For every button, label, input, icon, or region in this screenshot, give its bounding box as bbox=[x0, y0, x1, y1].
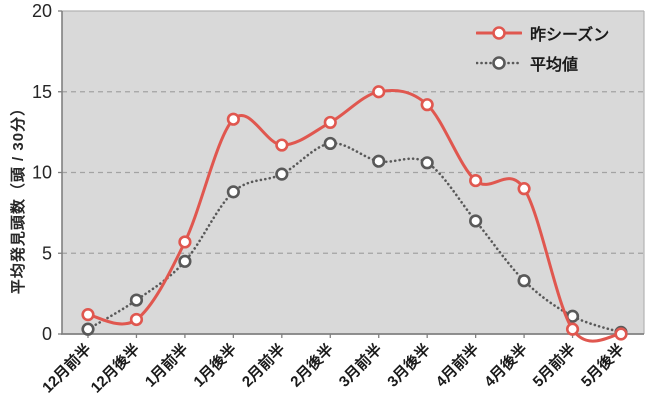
y-axis-title: 平均発見頭数（頭 / 30分） bbox=[10, 99, 27, 295]
x-tick-label: 2月前半 bbox=[238, 340, 288, 390]
legend-line-sample-last-season bbox=[476, 26, 522, 40]
x-tick-label: 5月後半 bbox=[577, 340, 627, 390]
series-marker-average bbox=[517, 274, 531, 288]
x-tick-label: 4月前半 bbox=[432, 340, 482, 390]
series-marker-last-season bbox=[517, 182, 531, 196]
series-marker-last-season bbox=[469, 173, 483, 188]
series-marker-last-season bbox=[372, 85, 386, 99]
x-tick-label: 1月後半 bbox=[190, 340, 240, 390]
series-marker-average bbox=[275, 167, 289, 181]
legend: 昨シーズン 平均値 bbox=[476, 18, 636, 78]
x-tick-label: 3月後半 bbox=[384, 340, 434, 390]
legend-line-sample-average bbox=[476, 56, 522, 70]
legend-label-last-season: 昨シーズン bbox=[530, 27, 610, 44]
legend-item-last-season: 昨シーズン bbox=[476, 18, 636, 48]
series-marker-last-season bbox=[614, 327, 628, 341]
series-marker-last-season bbox=[420, 98, 434, 112]
series-marker-last-season bbox=[323, 115, 337, 130]
legend-item-average: 平均値 bbox=[476, 48, 636, 78]
series-marker-last-season bbox=[129, 312, 144, 327]
series-marker-last-season bbox=[81, 308, 95, 322]
series-marker-last-season bbox=[226, 112, 240, 126]
x-tick-label: 12月後半 bbox=[87, 340, 143, 396]
series-marker-average bbox=[323, 136, 337, 151]
series-marker-average bbox=[469, 214, 483, 228]
y-tick-label: 5 bbox=[42, 243, 52, 263]
x-tick-label: 4月後半 bbox=[480, 340, 530, 390]
legend-label-average: 平均値 bbox=[530, 57, 579, 74]
series-marker-last-season bbox=[178, 235, 192, 249]
x-tick-label: 2月後半 bbox=[287, 340, 337, 390]
x-tick-label: 12月前半 bbox=[38, 340, 94, 396]
series-marker-last-season bbox=[565, 322, 580, 336]
y-tick-label: 15 bbox=[32, 82, 52, 102]
series-marker-average bbox=[226, 185, 240, 199]
series-marker-last-season bbox=[275, 138, 289, 152]
series-marker-average bbox=[81, 322, 95, 336]
x-tick-label: 3月前半 bbox=[335, 340, 385, 390]
series-marker-average bbox=[129, 293, 144, 307]
y-tick-label: 10 bbox=[32, 163, 52, 183]
x-tick-label: 5月前半 bbox=[529, 340, 579, 390]
y-tick-label: 20 bbox=[32, 1, 52, 21]
x-tick-label: 1月前半 bbox=[141, 340, 191, 390]
series-marker-average bbox=[372, 154, 386, 168]
series-marker-average bbox=[420, 156, 434, 170]
series-marker-average bbox=[178, 254, 192, 268]
y-tick-label: 0 bbox=[42, 324, 52, 344]
